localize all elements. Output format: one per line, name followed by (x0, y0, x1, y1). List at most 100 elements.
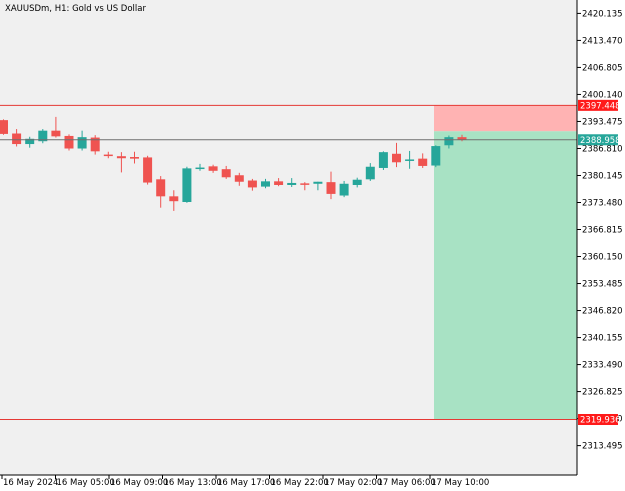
candle[interactable] (234, 172, 244, 186)
candle[interactable] (352, 177, 362, 188)
x-tick-label: 17 May 10:00 (431, 478, 489, 488)
candle[interactable] (261, 178, 270, 189)
price-axis[interactable]: 2420.135 2413.470 2406.805 2400.140 2393.475… (577, 9, 623, 452)
candle[interactable] (64, 134, 74, 151)
candle-body (12, 133, 22, 145)
x-tick-label: 16 May 13:00 (164, 478, 222, 488)
candle[interactable] (405, 150, 415, 169)
candle[interactable] (221, 165, 231, 179)
y-tick-label: 2333.490 (582, 361, 623, 371)
candle-body (352, 179, 362, 185)
candle[interactable] (326, 171, 336, 200)
candle[interactable] (392, 142, 401, 168)
y-tick-label: 2406.805 (582, 63, 623, 73)
stop-loss-price-tag-label: 2397.448 (580, 102, 621, 112)
candle-body (38, 130, 48, 142)
candle-body (0, 120, 8, 134)
candle[interactable] (195, 163, 205, 171)
candle[interactable] (365, 163, 375, 181)
y-tick-label: 2346.820 (582, 307, 623, 317)
candle-body (116, 156, 126, 159)
candle-body (287, 182, 297, 185)
candle-body (444, 137, 454, 146)
candle[interactable] (274, 178, 284, 187)
current-price-tag: 2388.958 (578, 134, 621, 146)
stop-loss-price-tag-bg (578, 99, 618, 111)
current-price-tag-label: 2388.958 (580, 136, 621, 146)
candle-body (313, 181, 323, 184)
candle-body (130, 157, 139, 159)
candle[interactable] (313, 181, 323, 191)
y-tick-label: 2326.825 (582, 388, 623, 398)
current-price-tag-bg (578, 134, 618, 146)
candle[interactable] (51, 116, 61, 138)
price-levels (0, 104, 577, 421)
candle[interactable] (418, 153, 428, 168)
candle-body (247, 180, 257, 188)
take-profit-price-tag: 2319.936 (578, 414, 621, 426)
x-tick-label: 16 May 09:00 (110, 478, 168, 488)
take-profit-zone (434, 131, 577, 420)
candle[interactable] (77, 130, 87, 151)
candle-body (51, 130, 61, 137)
candle[interactable] (169, 190, 179, 211)
y-tick-label: 2373.480 (582, 198, 623, 208)
y-tick-label: 2360.150 (582, 253, 623, 263)
take-profit-price-tag-label: 2319.936 (580, 416, 621, 426)
candle-body (77, 137, 87, 149)
candle-body (326, 182, 336, 194)
candle-body (103, 154, 113, 157)
candle-body (261, 181, 270, 187)
candle-body (392, 153, 401, 163)
candle[interactable] (130, 151, 139, 164)
candle[interactable] (143, 155, 153, 185)
candle-body (208, 166, 218, 171)
candle-body (143, 157, 153, 183)
candle[interactable] (12, 129, 22, 147)
candle[interactable] (339, 180, 349, 198)
stop-loss-price-tag: 2397.448 (578, 99, 621, 112)
y-tick-label: 2380.145 (582, 171, 623, 181)
candle-body (365, 166, 375, 180)
x-tick-label: 16 May 17:00 (217, 478, 275, 488)
candle-body (234, 175, 244, 182)
x-tick-label: 16 May 2024 (3, 478, 58, 488)
candle-body (405, 159, 415, 161)
candle[interactable] (156, 176, 166, 208)
candle-body (221, 169, 231, 178)
candle[interactable] (208, 164, 218, 173)
x-tick-label: 16 May 05:00 (57, 478, 115, 488)
candle-body (274, 181, 284, 185)
candle-body (431, 146, 441, 166)
take-profit-price-tag-bg (578, 414, 618, 426)
candle[interactable] (25, 136, 35, 148)
candle-body (339, 183, 349, 196)
candle[interactable] (378, 151, 388, 170)
candle[interactable] (0, 119, 8, 135)
y-tick-label: 2393.475 (582, 117, 623, 127)
candle-body (182, 168, 192, 203)
y-tick-label: 2366.815 (582, 226, 623, 236)
candle-body (418, 158, 428, 166)
candle[interactable] (287, 178, 297, 188)
candle[interactable] (444, 135, 454, 149)
candle[interactable] (90, 135, 100, 155)
candle[interactable] (103, 151, 113, 159)
candle[interactable] (38, 129, 48, 144)
x-tick-label: 17 May 06:00 (378, 478, 436, 488)
candle[interactable] (431, 145, 441, 168)
candle[interactable] (247, 178, 257, 191)
price-tags: 2397.448 2388.958 2319.936 (578, 99, 621, 426)
candle-body (378, 152, 388, 168)
candle[interactable] (182, 166, 192, 203)
candle-body (64, 135, 74, 149)
candle-body (169, 196, 179, 202)
candle[interactable] (116, 152, 126, 173)
y-tick-label: 2420.135 (582, 9, 623, 19)
candle[interactable] (300, 182, 310, 191)
candle-body (156, 179, 166, 197)
x-tick-label: 17 May 02:00 (324, 478, 382, 488)
